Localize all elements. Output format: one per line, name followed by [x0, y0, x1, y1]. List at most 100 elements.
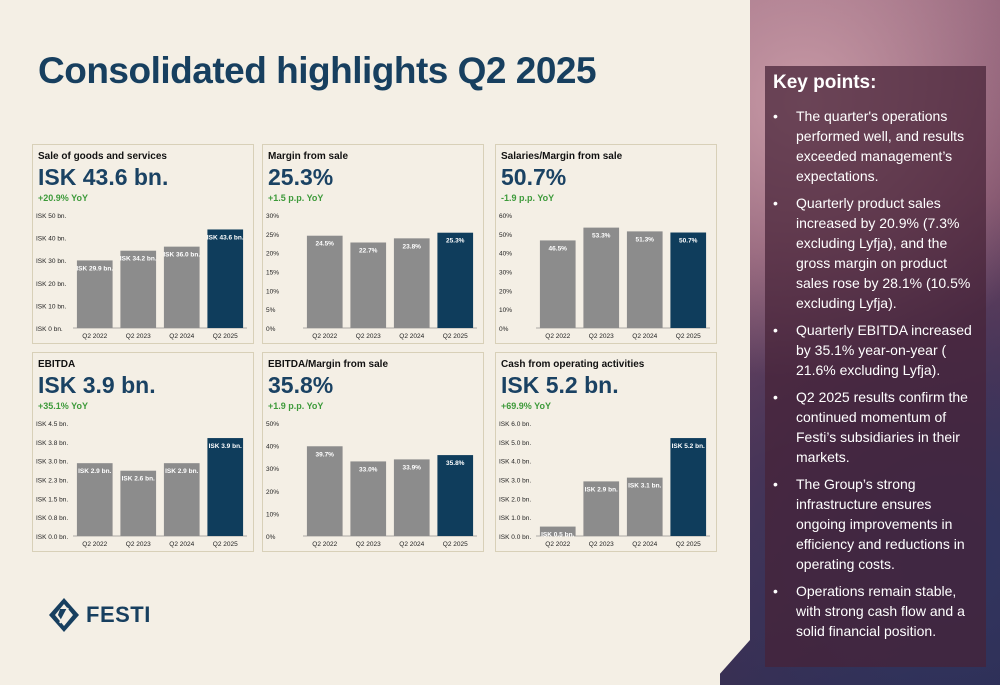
y-tick-label: ISK 40 bn. [36, 236, 67, 243]
bar [76, 260, 113, 328]
bar [350, 461, 387, 536]
key-point-text: Quarterly product sales increased by 20.… [796, 195, 971, 311]
chart-panel-margin: Margin from sale 25.3% +1.5 p.p. YoY 0% 5… [262, 144, 484, 344]
yoy-change: +35.1% YoY [38, 401, 88, 411]
bar [583, 227, 620, 328]
chart-title: EBITDA/Margin from sale [268, 359, 389, 370]
y-tick-label: 0% [266, 326, 276, 333]
x-tick-label: Q2 2022 [312, 541, 337, 548]
x-tick-label: Q2 2025 [676, 541, 701, 548]
bar-chart: 0% 10% 20% 30% 40% 50% 39.7% Q2 2022 33.0% Q2 202… [266, 421, 477, 548]
y-tick-label: ISK 3.0 bn. [499, 478, 531, 485]
data-label: 35.8% [446, 460, 465, 467]
chart-panel-ebitda-margin: EBITDA/Margin from sale 35.8% +1.9 p.p. … [262, 352, 484, 552]
data-label: ISK 2.9 bn. [585, 486, 618, 493]
bar [626, 477, 663, 536]
x-tick-label: Q2 2024 [169, 541, 194, 548]
y-tick-label: ISK 6.0 bn. [499, 421, 531, 428]
data-label: ISK 3.9 bn. [209, 443, 242, 450]
x-tick-label: Q2 2022 [312, 333, 337, 340]
x-tick-label: Q2 2024 [399, 541, 424, 548]
bar [120, 470, 157, 536]
y-tick-label: 50% [499, 232, 512, 239]
bar [670, 438, 707, 536]
data-label: ISK 5.2 bn. [672, 443, 705, 450]
y-tick-label: 50% [266, 421, 279, 428]
bar [163, 463, 200, 536]
x-tick-label: Q2 2023 [126, 541, 151, 548]
bar-chart: ISK 0.0 bn. ISK 1.0 bn. ISK 2.0 bn. ISK 3.0… [499, 421, 710, 548]
chart-title: Cash from operating activities [501, 359, 645, 370]
y-tick-label: 30% [499, 270, 512, 277]
key-point-text: Quarterly EBITDA increased by 35.1% year… [796, 322, 972, 378]
key-point-item: • The quarter's operations performed well… [765, 106, 986, 186]
x-tick-label: Q2 2025 [443, 541, 468, 548]
page-title: Consolidated highlights Q2 2025 [38, 50, 597, 91]
x-tick-label: Q2 2022 [82, 333, 107, 340]
bar-chart: 0% 5% 10% 15% 20% 25% 30% 24.5% Q2 2022 22.7% Q2 2… [266, 213, 477, 340]
key-point-item: • Quarterly product sales increased by 20… [765, 193, 986, 313]
x-tick-label: Q2 2024 [399, 333, 424, 340]
headline-value: ISK 3.9 bn. [38, 372, 156, 398]
bar [120, 250, 157, 328]
bar [393, 459, 430, 536]
bar [76, 463, 113, 536]
data-label: 50.7% [679, 238, 698, 245]
y-tick-label: ISK 2.0 bn. [499, 496, 531, 503]
chart-title: EBITDA [38, 359, 76, 370]
chart-panel-salaries: Salaries/Margin from sale 50.7% -1.9 p.p… [495, 144, 717, 344]
y-tick-label: 10% [499, 307, 512, 314]
y-tick-label: ISK 0 bn. [36, 326, 63, 333]
x-tick-label: Q2 2023 [589, 541, 614, 548]
x-tick-label: Q2 2025 [676, 333, 701, 340]
y-tick-label: 15% [266, 270, 279, 277]
chart-panel-ebitda: EBITDA ISK 3.9 bn. +35.1% YoY ISK 0.0 bn… [32, 352, 254, 552]
data-label: ISK 29.9 bn. [76, 265, 113, 272]
bar [207, 438, 244, 536]
x-tick-label: Q2 2024 [632, 333, 657, 340]
key-points-panel: Key points: • The quarter's operations pe… [765, 66, 986, 667]
data-label: 51.3% [636, 236, 655, 243]
data-label: 33.0% [359, 466, 378, 473]
y-tick-label: ISK 3.8 bn. [36, 440, 68, 447]
x-tick-label: Q2 2023 [126, 333, 151, 340]
data-label: ISK 0.5 bn. [541, 532, 574, 539]
y-tick-label: ISK 20 bn. [36, 281, 67, 288]
y-tick-label: 60% [499, 213, 512, 220]
bar-chart: 0% 10% 20% 30% 40% 50% 60% 46.5% Q2 2022 53.3% Q2 … [499, 213, 710, 340]
key-point-text: The Group’s strong infrastructure ensure… [796, 476, 965, 572]
key-point-text: Q2 2025 results confirm the continued mo… [796, 389, 968, 465]
y-tick-label: 20% [499, 288, 512, 295]
yoy-change: -1.9 p.p. YoY [501, 193, 555, 203]
bar [207, 229, 244, 328]
y-tick-label: ISK 0.8 bn. [36, 515, 68, 522]
x-tick-label: Q2 2022 [545, 541, 570, 548]
chart-panel-sales: Sale of goods and services ISK 43.6 bn. … [32, 144, 254, 344]
bar [670, 232, 707, 328]
bar [306, 235, 343, 328]
data-label: 39.7% [316, 451, 335, 458]
bullet-marker: • [773, 583, 778, 599]
x-tick-label: Q2 2024 [632, 541, 657, 548]
key-point-item: • Q2 2025 results confirm the continued m… [765, 387, 986, 467]
data-label: 33.9% [403, 464, 422, 471]
y-tick-label: 0% [266, 534, 276, 541]
y-tick-label: ISK 1.0 bn. [499, 515, 531, 522]
bar [626, 231, 663, 328]
bar [437, 455, 474, 536]
chart-panel-cash: Cash from operating activities ISK 5.2 b… [495, 352, 717, 552]
key-point-item: • The Group’s strong infrastructure ensur… [765, 474, 986, 574]
data-label: 22.7% [359, 247, 378, 254]
x-tick-label: Q2 2022 [82, 541, 107, 548]
bullet-marker: • [773, 476, 778, 492]
x-tick-label: Q2 2025 [213, 333, 238, 340]
key-point-item: • Operations remain stable, with strong c… [765, 581, 986, 641]
key-points-list: • The quarter's operations performed well… [765, 106, 986, 648]
festi-diamond-logo-icon [49, 598, 79, 632]
y-tick-label: ISK 1.5 bn. [36, 496, 68, 503]
logo-wordmark: FESTI [86, 602, 151, 627]
y-tick-label: 30% [266, 466, 279, 473]
bullet-marker: • [773, 322, 778, 338]
data-label: 24.5% [316, 241, 335, 248]
y-tick-label: ISK 0.0 bn. [36, 534, 68, 541]
